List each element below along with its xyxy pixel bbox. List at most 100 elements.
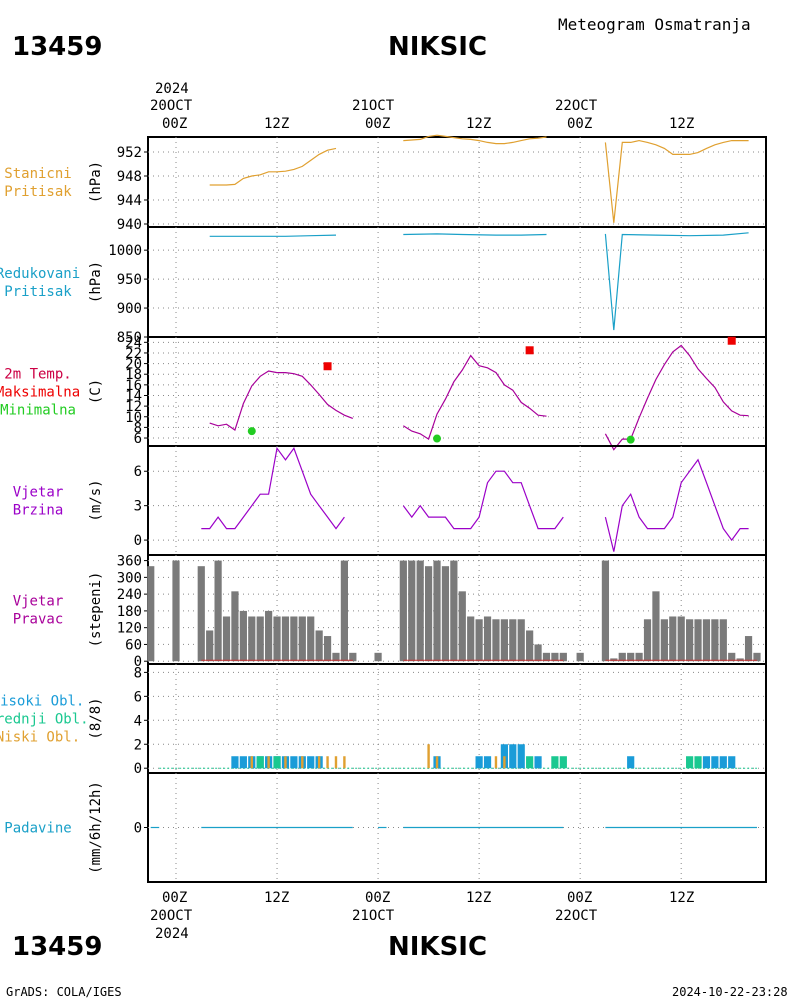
y-tick-label: 18 [125,367,142,383]
series-line [403,134,547,145]
y-axis-label: (stepeni) [88,572,104,648]
wind-direction-bar [441,566,450,662]
wind-direction-bar [239,610,247,662]
wind-direction-bar [147,566,155,662]
wind-direction-bar [643,619,652,662]
bottom-hour-label-4: 12Z [466,890,491,906]
wind-direction-bar [711,619,719,662]
wind-direction-bar [627,652,635,662]
panel-frame [147,226,767,338]
wind-direction-bar [551,652,559,662]
y-tick-label: 952 [117,145,142,161]
panel-label: Pritisak [4,184,72,200]
mid-cloud-bar [256,756,264,769]
panel-wind_speed: 0 3 6 (m/s) Vjetar Brzina [13,445,767,556]
footer-station-id: 13459 [12,932,102,962]
high-cloud-bar [483,756,492,769]
y-tick-label: 120 [117,621,142,637]
series-line [604,344,749,451]
y-tick-label: 950 [117,272,142,288]
y-tick-label: 14 [125,388,142,404]
top-hour-label-3: 00Z [365,116,390,132]
wind-direction-bar [517,619,525,662]
series-line [604,139,749,223]
high-cloud-bar [534,756,542,769]
bottom-hour-label-2: 12Z [264,890,289,906]
wind-direction-bar [281,616,290,662]
low-cloud-bar [494,756,498,769]
wind-direction-bar [753,652,761,662]
y-tick-label: 20 [125,357,142,373]
bottom-hour-label-5: 00Z [567,890,592,906]
panel-frame [147,136,767,228]
wind-direction-bar [425,566,433,662]
wind-direction-bar [719,619,727,662]
y-tick-label: 944 [117,193,142,209]
high-cloud-bar [509,744,517,769]
y-tick-label: 24 [125,335,142,351]
wind-direction-bar [315,630,323,662]
y-axis-label: (hPa) [88,161,104,203]
wind-direction-bar [559,652,567,662]
panel-label: Visoki Obl. [0,694,84,710]
high-cloud-bar [239,756,247,769]
y-tick-label: 360 [117,554,142,570]
panel-label: Padavine [4,821,71,837]
wind-direction-bar [542,652,551,662]
y-tick-label: 850 [117,330,142,346]
y-axis-label: (hPa) [88,261,104,303]
top-hour-label-5: 00Z [567,116,592,132]
panel-label: Niski Obl. [0,730,80,746]
wind-direction-bar [635,652,643,662]
low-cloud-bar [301,756,304,769]
panel-label: Pravac [13,612,64,628]
low-cloud-bar [326,756,329,769]
low-cloud-bar [343,756,346,769]
series-line [604,232,749,331]
wind-direction-bar [298,616,306,662]
low-cloud-bar [250,756,253,769]
wind-direction-bar [576,652,584,662]
panel-label: Srednji Obl. [0,712,89,728]
wind-direction-bar [248,616,256,662]
top-day-label-1: 20OCT [150,98,193,114]
wind-direction-bar [677,616,685,662]
wind-direction-bar [744,636,753,662]
y-tick-label: 12 [125,399,142,415]
tmax-marker [323,362,332,371]
bottom-day-label-2: 21OCT [352,908,395,924]
product-title: Meteogram Osmatranja [558,15,751,34]
wind-direction-bar [483,616,492,662]
wind-direction-bar [399,560,407,662]
series-line [201,446,345,530]
wind-direction-bar [231,591,239,662]
y-tick-label: 240 [117,587,142,603]
mid-cloud-bar [551,756,559,769]
panel-label: Stanicni [4,166,71,182]
wind-direction-bar [416,560,424,662]
high-cloud-bar [728,756,736,769]
wind-direction-bar [728,652,736,662]
wind-direction-bar [265,610,273,662]
top-hour-label-2: 12Z [264,116,289,132]
wind-direction-bar [694,619,702,662]
bottom-day-label-1: 20OCT [150,908,193,924]
series-line [402,354,547,441]
mid-cloud-bar [686,756,694,769]
high-cloud-bar [719,756,727,769]
wind-direction-bar [669,616,677,662]
mid-cloud-bar [694,756,702,769]
panel-label: Redukovani [0,266,80,282]
y-tick-label: 948 [117,169,142,185]
wind-direction-bar [222,616,231,662]
wind-direction-bar [408,560,416,662]
wind-direction-bar [332,652,340,662]
panel-label: Vjetar [13,594,64,610]
footer-credit: GrADS: COLA/IGES [6,985,122,999]
panel-label: Maksimalna [0,385,80,401]
wind-direction-bar [206,630,214,662]
wind-direction-bar [500,619,508,662]
bottom-hour-label-3: 00Z [365,890,390,906]
panel-clouds: 0 2 4 6 8 (8/8)Visoki Obl. Srednji Obl. Niski O… [0,663,767,777]
